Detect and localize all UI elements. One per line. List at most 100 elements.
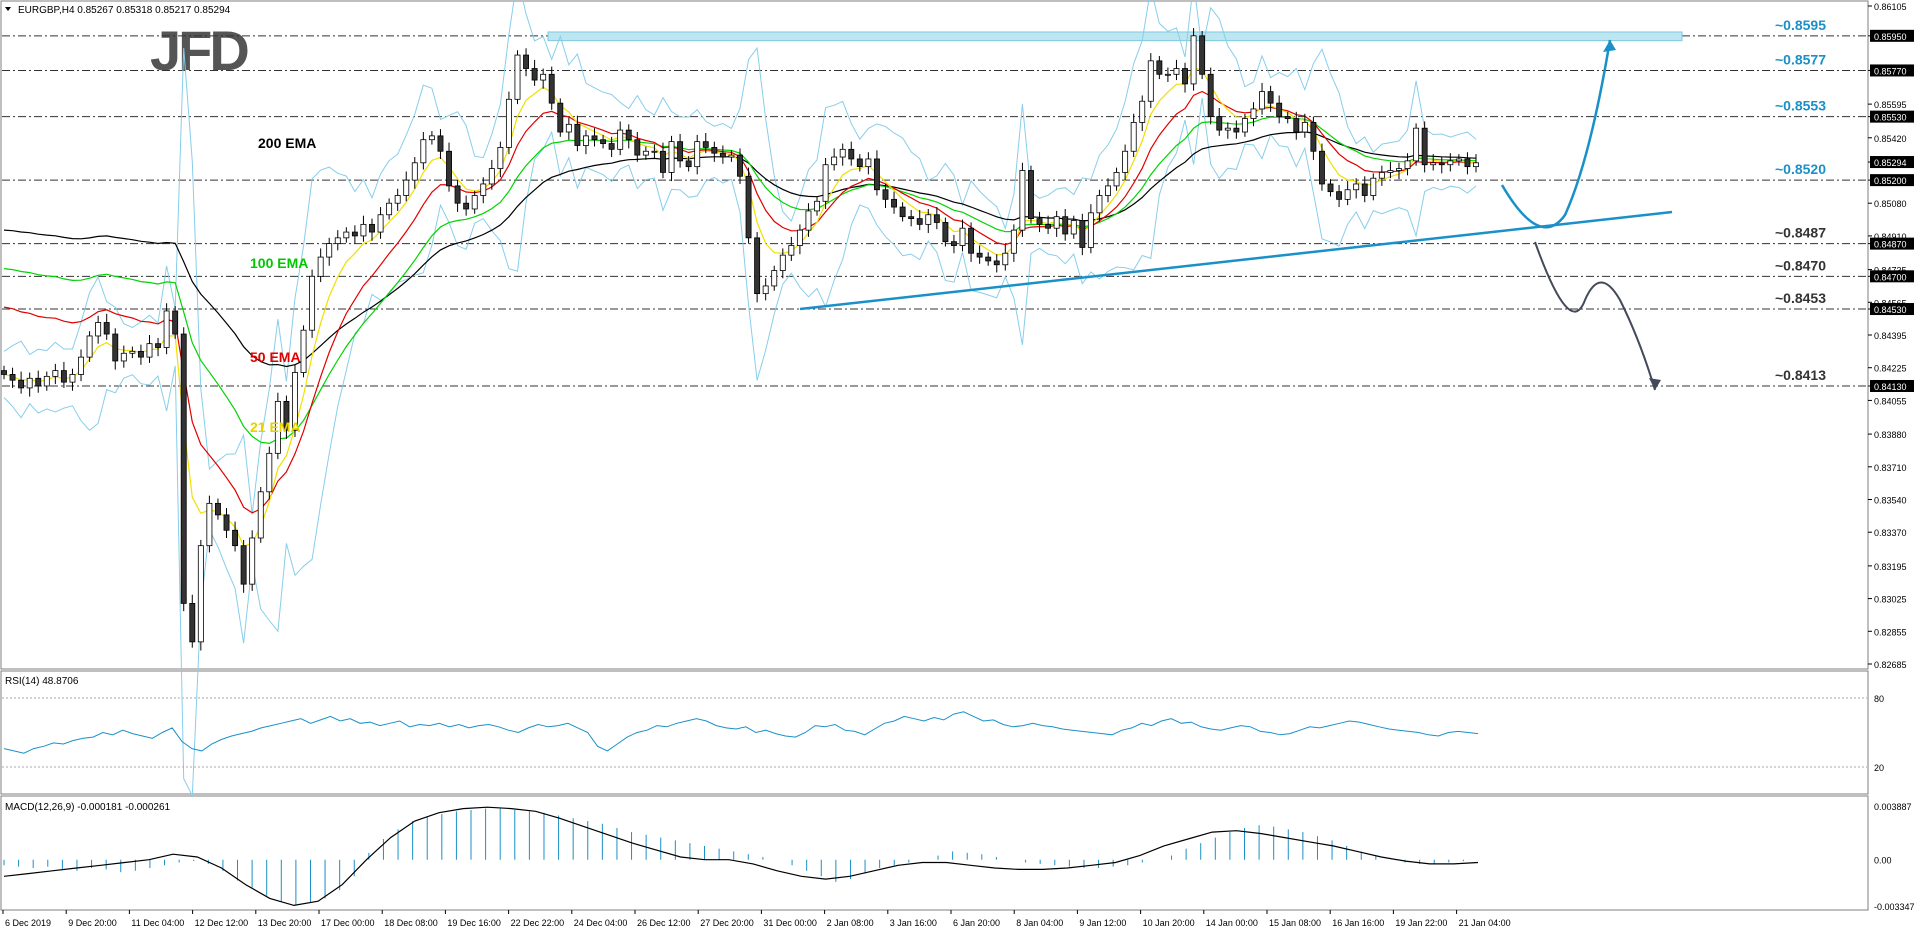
candle xyxy=(548,73,555,104)
candle xyxy=(1473,162,1479,168)
candle xyxy=(1207,73,1214,118)
level-labels: ~0.8595 ~0.8577 ~0.8553 ~0.8520 ~0.8487 ~0.84… xyxy=(1775,17,1826,383)
candle xyxy=(976,252,983,258)
candle xyxy=(1430,162,1437,166)
price-tick-label: 0.86105 xyxy=(1874,2,1907,12)
candle xyxy=(1233,127,1240,133)
candle xyxy=(677,141,684,162)
candle xyxy=(471,195,478,210)
candle xyxy=(625,129,632,141)
candle xyxy=(232,529,239,547)
level-label: ~0.8520 xyxy=(1775,161,1826,177)
candle xyxy=(9,374,16,381)
rsi-panel-frame xyxy=(0,670,1869,795)
candle xyxy=(591,135,598,141)
candle xyxy=(420,139,427,164)
rsi-label: RSI(14) 48.8706 xyxy=(5,676,79,687)
ema21-label: 21 EMA xyxy=(250,419,301,435)
candle xyxy=(1336,191,1343,200)
candle xyxy=(343,231,350,239)
level-label: ~0.8470 xyxy=(1775,257,1826,273)
time-tick-label: 9 Dec 20:00 xyxy=(68,918,117,928)
candle xyxy=(35,377,42,387)
candle xyxy=(1190,35,1197,85)
level-label: ~0.8577 xyxy=(1775,51,1826,67)
candles xyxy=(1,28,1479,651)
candle xyxy=(137,350,144,358)
time-tick-label: 24 Dec 04:00 xyxy=(574,918,628,928)
level-label: ~0.8595 xyxy=(1775,17,1826,33)
candle xyxy=(1259,91,1265,110)
candle xyxy=(771,270,778,287)
jfd-logo: JFD xyxy=(150,19,248,82)
candle xyxy=(1199,35,1206,75)
time-tick-label: 22 Dec 22:00 xyxy=(511,918,565,928)
candle xyxy=(334,237,341,245)
price-tick-label: 0.84055 xyxy=(1874,396,1907,406)
candle xyxy=(1139,100,1146,123)
candle xyxy=(309,275,316,331)
arrow-head-up xyxy=(1603,40,1616,52)
candle xyxy=(274,400,281,454)
candle xyxy=(1070,220,1077,235)
time-tick-label: 15 Jan 08:00 xyxy=(1269,918,1321,928)
level-label: ~0.8553 xyxy=(1775,98,1826,114)
candle xyxy=(505,98,512,148)
candle xyxy=(1464,158,1471,168)
level-lines xyxy=(2,31,1867,387)
candle xyxy=(745,175,752,239)
price-tick-highlight xyxy=(1870,174,1914,187)
candle xyxy=(694,141,701,168)
candle xyxy=(1301,122,1308,133)
candle xyxy=(488,168,495,185)
candle xyxy=(112,333,119,362)
candle xyxy=(283,400,290,431)
price-tick-label: 0.84530 xyxy=(1874,305,1907,315)
candle xyxy=(1250,108,1257,119)
candle xyxy=(1344,189,1351,200)
candle xyxy=(454,185,461,204)
candle xyxy=(523,54,529,69)
candle xyxy=(52,370,59,377)
candle xyxy=(959,227,966,246)
chart-header-symbol: EURGBP,H4 0.85267 0.85318 0.85217 0.8529… xyxy=(18,5,231,16)
time-tick-label: 6 Dec 2019 xyxy=(5,918,51,928)
candle xyxy=(608,143,615,150)
candle xyxy=(762,285,769,295)
time-tick-label: 21 Jan 04:00 xyxy=(1459,918,1511,928)
candle xyxy=(129,350,136,354)
candle xyxy=(933,214,940,223)
candle xyxy=(557,102,564,133)
candle xyxy=(223,514,230,531)
price-tick-label: 0.84910 xyxy=(1874,232,1907,242)
candle xyxy=(369,223,375,233)
bearish-scenario-arrow xyxy=(1534,241,1656,391)
ema200-label: 200 EMA xyxy=(258,135,316,151)
price-tick-highlight xyxy=(1870,379,1914,392)
time-tick-label: 31 Dec 00:00 xyxy=(763,918,817,928)
candle xyxy=(300,329,307,373)
candle xyxy=(1122,150,1129,173)
candle xyxy=(600,139,607,144)
candle xyxy=(1028,170,1034,219)
candle xyxy=(1147,60,1154,102)
candle xyxy=(1353,183,1360,191)
price-tick-highlight xyxy=(1870,64,1914,77)
candle xyxy=(1045,223,1052,229)
price-tick-label: 0.84700 xyxy=(1874,272,1907,282)
candle xyxy=(1310,122,1317,152)
bullish-scenario-arrow xyxy=(1500,39,1612,229)
candle xyxy=(839,148,846,158)
candle xyxy=(865,158,872,168)
candle xyxy=(1447,160,1454,166)
price-tick-label: 0.84870 xyxy=(1874,240,1907,250)
price-tick-label: 0.85950 xyxy=(1874,32,1907,42)
candle xyxy=(146,343,153,358)
candle xyxy=(1053,216,1060,229)
candle xyxy=(1019,170,1026,231)
candle xyxy=(189,602,196,643)
ema100-label: 100 EMA xyxy=(250,255,308,271)
candle xyxy=(266,452,273,493)
candle xyxy=(95,322,102,337)
